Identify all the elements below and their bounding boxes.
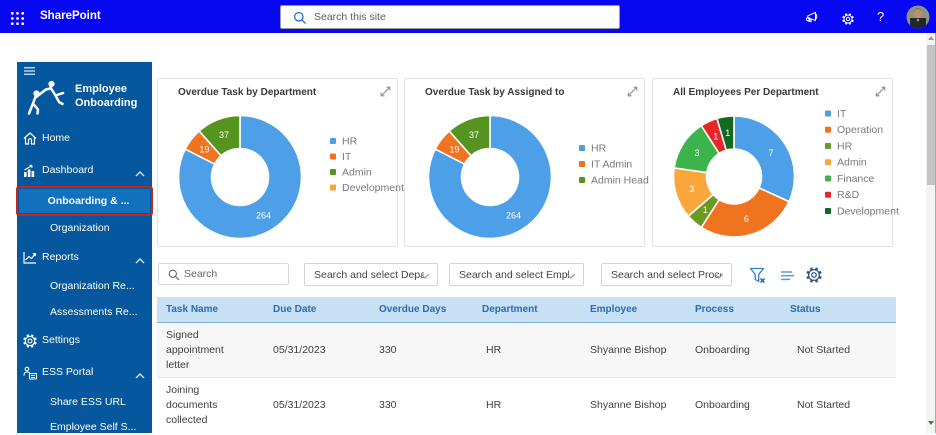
svg-text:1: 1 <box>713 132 718 142</box>
svg-text:Admin: Admin <box>342 166 372 178</box>
svg-text:IT: IT <box>837 108 847 120</box>
svg-text:3: 3 <box>689 184 694 194</box>
svg-text:IT Admin: IT Admin <box>591 158 632 170</box>
svg-text:1: 1 <box>703 205 708 215</box>
svg-text:264: 264 <box>506 211 521 221</box>
svg-text:HR: HR <box>342 135 358 147</box>
svg-text:Admin Head: Admin Head <box>591 174 649 186</box>
svg-text:Admin: Admin <box>837 157 867 169</box>
svg-text:Development: Development <box>837 205 899 217</box>
svg-text:HR: HR <box>837 140 853 152</box>
svg-text:IT: IT <box>342 151 352 163</box>
svg-text:Finance: Finance <box>837 173 875 185</box>
svg-text:7: 7 <box>768 148 773 158</box>
svg-text:HR: HR <box>591 142 607 154</box>
svg-text:Development: Development <box>342 182 404 194</box>
svg-text:1: 1 <box>725 128 730 138</box>
svg-text:37: 37 <box>219 130 229 140</box>
svg-text:19: 19 <box>199 145 209 155</box>
svg-text:37: 37 <box>469 130 479 140</box>
svg-text:19: 19 <box>449 145 459 155</box>
svg-text:Operation: Operation <box>837 124 883 136</box>
svg-text:6: 6 <box>744 214 749 224</box>
svg-text:264: 264 <box>256 211 271 221</box>
svg-text:3: 3 <box>694 148 699 158</box>
svg-text:R&D: R&D <box>837 189 860 201</box>
